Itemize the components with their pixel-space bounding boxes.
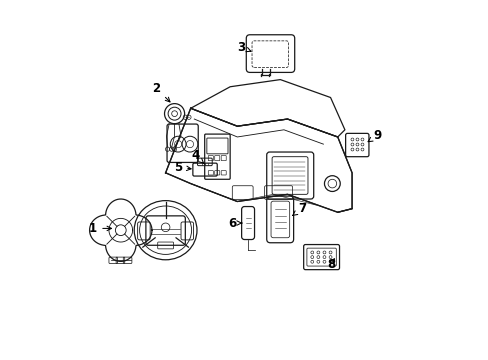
Text: 7: 7 — [292, 202, 305, 216]
Text: 8: 8 — [326, 258, 335, 271]
Text: 3: 3 — [236, 41, 250, 54]
Text: 6: 6 — [227, 216, 241, 230]
Text: 5: 5 — [174, 161, 191, 174]
Text: 1: 1 — [89, 222, 111, 235]
Text: 4: 4 — [191, 149, 204, 164]
Text: 2: 2 — [152, 82, 170, 102]
Text: 9: 9 — [367, 129, 381, 142]
